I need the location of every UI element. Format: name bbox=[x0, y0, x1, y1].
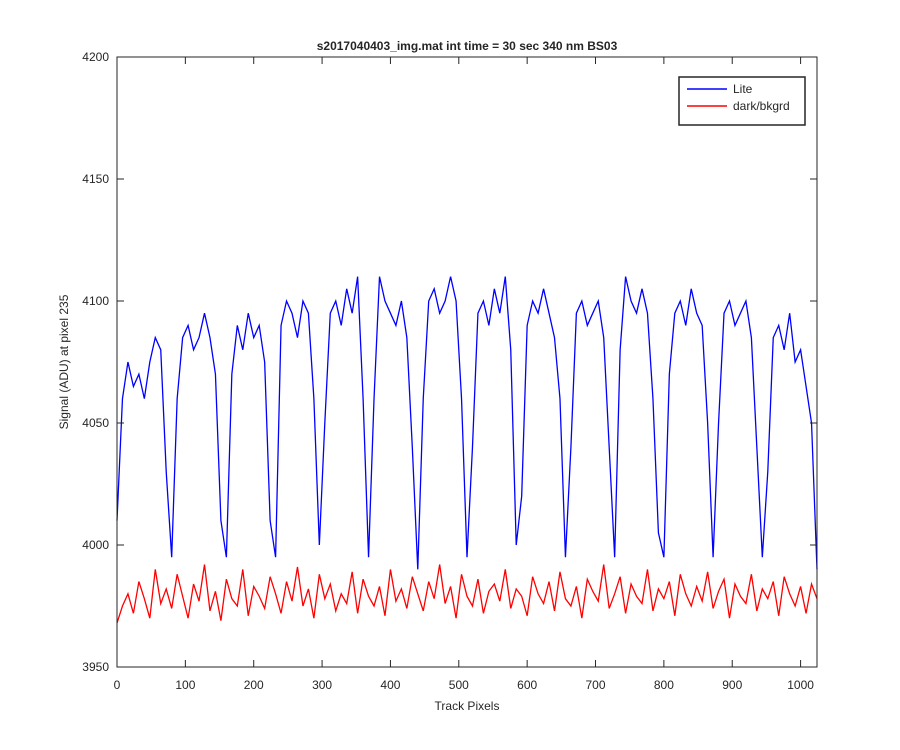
x-tick-label: 0 bbox=[114, 678, 121, 692]
y-tick-label: 4100 bbox=[82, 294, 109, 308]
x-tick-label: 800 bbox=[654, 678, 674, 692]
legend-label: Lite bbox=[733, 82, 753, 96]
y-tick-label: 4200 bbox=[82, 50, 109, 64]
plot-frame bbox=[116, 56, 818, 668]
x-tick-label: 600 bbox=[517, 678, 537, 692]
y-axis-label: Signal (ADU) at pixel 235 bbox=[57, 294, 71, 429]
y-tick-label: 4000 bbox=[82, 538, 109, 552]
x-tick-label: 1000 bbox=[787, 678, 814, 692]
legend-box bbox=[678, 76, 806, 126]
x-tick-label: 200 bbox=[244, 678, 264, 692]
x-tick-label: 300 bbox=[312, 678, 332, 692]
x-tick-label: 100 bbox=[175, 678, 195, 692]
x-tick-label: 900 bbox=[722, 678, 742, 692]
x-tick-label: 400 bbox=[380, 678, 400, 692]
data-line bbox=[116, 564, 818, 624]
data-line bbox=[116, 276, 818, 570]
legend-label: dark/bkgrd bbox=[733, 99, 790, 113]
x-tick-label: 500 bbox=[449, 678, 469, 692]
y-tick-label: 4150 bbox=[82, 172, 109, 186]
x-axis-label: Track Pixels bbox=[435, 699, 500, 713]
x-tick-label: 700 bbox=[586, 678, 606, 692]
y-tick-label: 4050 bbox=[82, 416, 109, 430]
chart-title: s2017040403_img.mat int time = 30 sec 34… bbox=[317, 39, 618, 53]
y-tick-label: 3950 bbox=[82, 660, 109, 674]
